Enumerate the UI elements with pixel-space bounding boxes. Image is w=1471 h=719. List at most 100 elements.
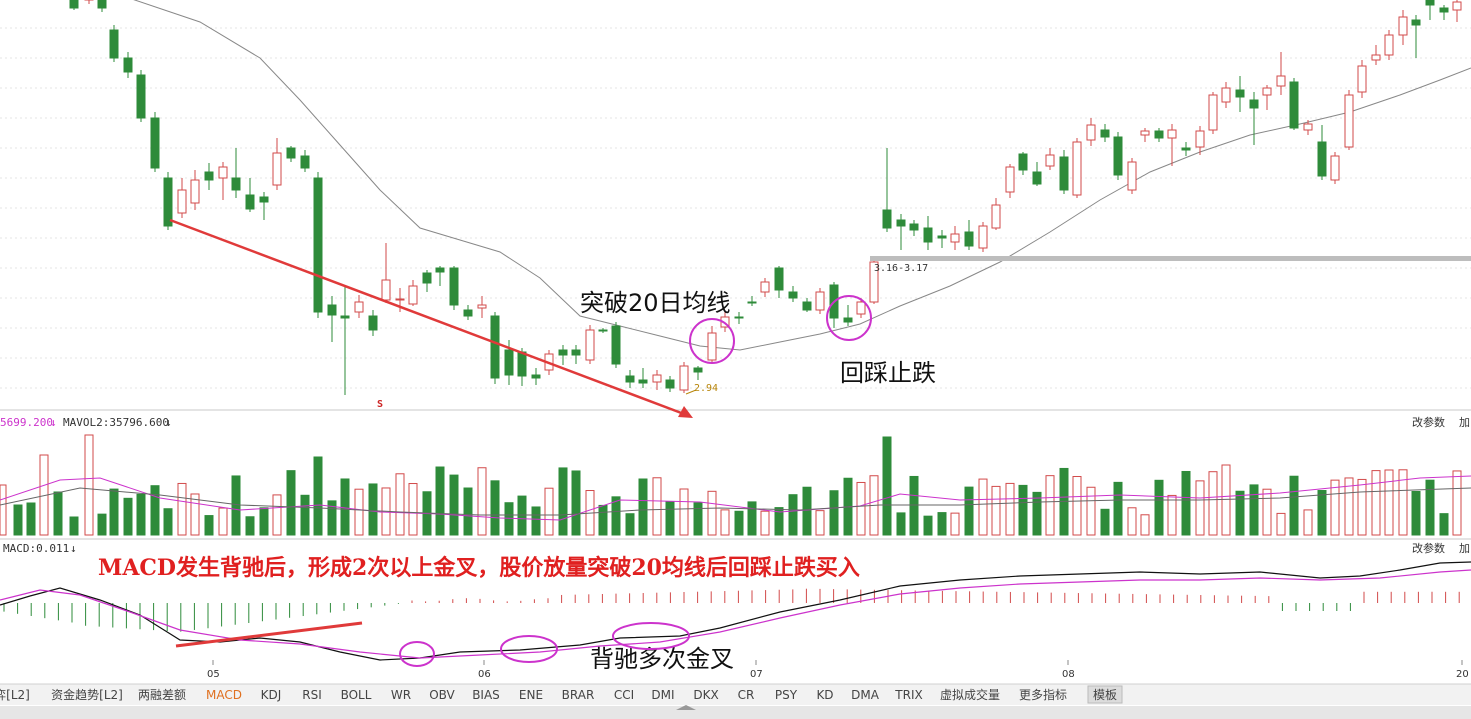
volume-bar	[1086, 486, 1096, 536]
tab-item[interactable]: CR	[738, 688, 755, 702]
candle	[259, 192, 269, 220]
volume-bar	[368, 483, 378, 536]
cross-circle-3	[612, 622, 690, 650]
volume-bar	[625, 513, 635, 536]
volume-bar	[517, 495, 527, 536]
candle-body	[1249, 99, 1259, 109]
candle-body	[856, 301, 866, 315]
tab-item[interactable]: MACD	[206, 688, 242, 702]
candle	[69, 0, 79, 10]
candle	[340, 285, 350, 395]
tab-item[interactable]: ENE	[519, 688, 543, 702]
candle-body	[463, 309, 473, 317]
candle	[354, 295, 364, 318]
volume-bar	[747, 501, 757, 536]
candle-body	[1154, 130, 1164, 139]
candle-body	[422, 272, 432, 284]
candle-body	[123, 57, 133, 73]
candle-body	[245, 194, 255, 210]
macd-arrow: ↓	[70, 542, 77, 555]
volume-bar	[313, 456, 323, 536]
candle	[109, 25, 119, 62]
volume-bar	[1452, 470, 1462, 536]
macd-add-button[interactable]: 加	[1459, 542, 1470, 555]
tab-item[interactable]: DKX	[693, 688, 718, 702]
volume-bar	[395, 473, 405, 536]
candle-body	[1411, 19, 1421, 26]
candle	[1303, 120, 1313, 135]
vol-params-button[interactable]: 改参数	[1412, 415, 1445, 429]
volume-bar	[544, 487, 554, 536]
candle-body	[964, 231, 974, 247]
candle	[1140, 128, 1150, 142]
candle	[625, 370, 635, 388]
tab-item[interactable]: 弈[L2]	[0, 687, 30, 702]
candle	[490, 312, 500, 384]
candle-body	[163, 177, 173, 227]
tab-item[interactable]: KDJ	[261, 688, 282, 702]
candle-body	[665, 379, 675, 389]
candle	[611, 322, 621, 368]
volume-bar	[1289, 475, 1299, 536]
candle-body	[734, 316, 744, 319]
tab-item[interactable]: OBV	[429, 688, 455, 702]
candle	[1439, 5, 1449, 20]
tab-item[interactable]: CCI	[614, 688, 634, 702]
tab-item[interactable]: KD	[816, 688, 833, 702]
candle-body	[802, 301, 812, 311]
candle-body	[1357, 65, 1367, 93]
pullback-annotation: 回踩止跌	[840, 359, 936, 387]
volume-bar	[1045, 475, 1055, 536]
tab-item[interactable]: 更多指标	[1019, 687, 1067, 702]
volume-bar	[1344, 477, 1354, 536]
candle-body	[1425, 0, 1435, 6]
tab-item[interactable]: WR	[391, 688, 411, 702]
candle	[1344, 90, 1354, 150]
tab-item[interactable]: 虚拟成交量	[940, 687, 1000, 702]
candle-body	[395, 298, 405, 301]
tab-item[interactable]: BOLL	[341, 688, 372, 702]
candle-body	[231, 177, 241, 191]
volume-bar	[571, 470, 581, 536]
volume-bar	[1317, 490, 1327, 536]
candle	[218, 162, 228, 200]
tab-item[interactable]: PSY	[775, 688, 798, 702]
candle-body	[1059, 156, 1069, 191]
volume-bar	[558, 467, 568, 536]
tab-item[interactable]: 资金趋势[L2]	[51, 687, 123, 702]
tab-item[interactable]: RSI	[302, 688, 322, 702]
candle-body	[707, 332, 717, 361]
candle-body	[843, 317, 853, 323]
macd-params-button[interactable]: 改参数	[1412, 541, 1445, 555]
candle	[231, 148, 241, 198]
tab-item[interactable]: 模板	[1093, 688, 1117, 702]
candle	[1208, 92, 1218, 134]
tab-item[interactable]: DMI	[651, 688, 674, 702]
candle	[1154, 128, 1164, 142]
volume-bar	[950, 512, 960, 536]
candle	[327, 296, 337, 342]
tab-item[interactable]: DMA	[851, 688, 880, 702]
candle-body	[150, 117, 160, 169]
candle	[760, 278, 770, 297]
vol-add-button[interactable]: 加	[1459, 416, 1470, 429]
candle-body	[272, 152, 282, 186]
volume-bar	[123, 497, 133, 536]
sell-mark: S	[377, 399, 383, 410]
volume-bar	[909, 475, 919, 536]
candle	[638, 368, 648, 388]
tab-item[interactable]: TRIX	[894, 688, 922, 702]
collapse-arrow-icon[interactable]	[676, 705, 696, 710]
candle-body	[1398, 16, 1408, 36]
volume-bar	[1140, 514, 1150, 536]
volume-bar	[408, 483, 418, 536]
tab-item[interactable]: BRAR	[562, 688, 595, 702]
volume-bar	[245, 516, 255, 536]
volume-bar	[1384, 469, 1394, 536]
volume-bar	[679, 488, 689, 536]
tab-item[interactable]: 两融差额	[138, 688, 186, 702]
tab-template-bg	[1087, 685, 1123, 704]
tab-item[interactable]: BIAS	[472, 688, 500, 702]
volume-bar	[896, 512, 906, 536]
volume-bar	[490, 480, 500, 536]
